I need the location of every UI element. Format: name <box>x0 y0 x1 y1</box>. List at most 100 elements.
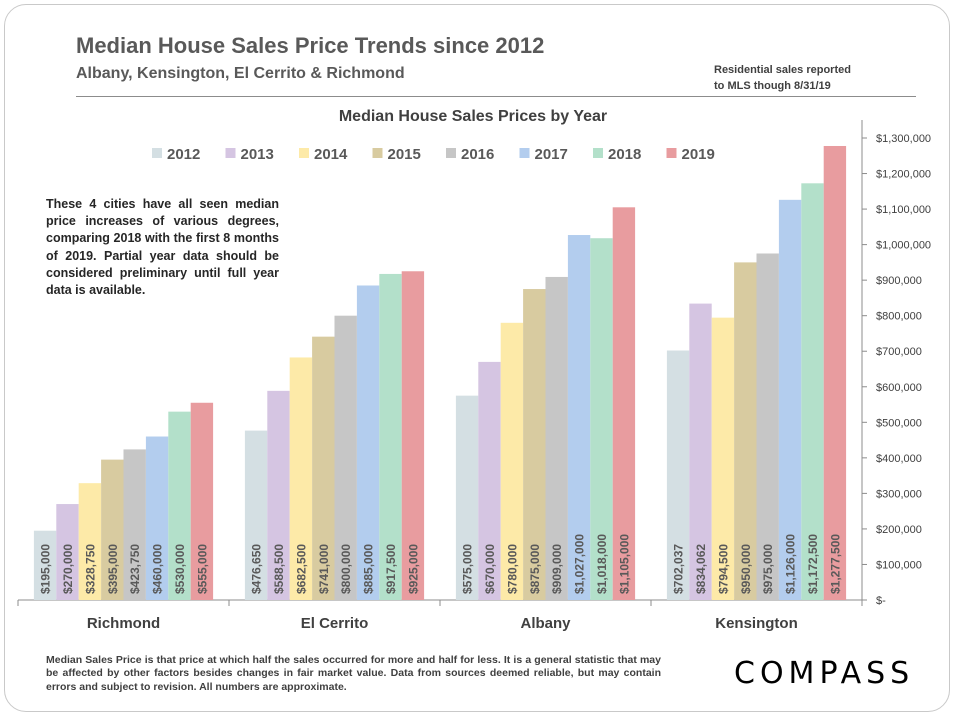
bar-value-label: $670,000 <box>483 544 497 594</box>
bar-el-cerrito-2017 <box>356 285 380 600</box>
bar-richmond-2012 <box>33 530 57 600</box>
y-tick-label: $700,000 <box>876 346 922 358</box>
bar-value-label: $875,000 <box>528 544 542 594</box>
bar-value-label: $702,037 <box>672 544 686 594</box>
y-tick-label: $900,000 <box>876 275 922 287</box>
bar-value-label: $794,500 <box>716 544 730 594</box>
bar-value-label: $834,062 <box>694 544 708 594</box>
legend-swatch-2019 <box>666 148 677 158</box>
data-source-note: Residential sales reported to MLS though… <box>714 62 874 94</box>
bar-kensington-2017 <box>778 199 802 601</box>
bar-value-label: $885,000 <box>362 544 376 594</box>
bar-richmond-2015 <box>101 459 124 600</box>
y-tick-label: $1,100,000 <box>876 204 931 216</box>
y-tick-label: $400,000 <box>876 453 922 465</box>
bar-richmond-2014 <box>78 483 102 600</box>
bar-value-label: $1,018,000 <box>595 534 609 594</box>
legend-swatch-2012 <box>152 148 162 158</box>
bar-el-cerrito-2013 <box>267 390 290 600</box>
bar-value-label: $423,750 <box>128 544 142 594</box>
bar-richmond-2016 <box>123 449 146 600</box>
bar-kensington-2018 <box>801 183 824 601</box>
legend-label-2017: 2017 <box>535 146 568 163</box>
chart-callout-text: These 4 cities have all seen median pric… <box>46 197 279 298</box>
bar-kensington-2014 <box>711 317 735 600</box>
bar-value-label: $909,000 <box>550 544 564 594</box>
bar-el-cerrito-2012 <box>244 430 268 600</box>
bar-value-label: $1,027,000 <box>573 534 587 594</box>
y-tick-label: $500,000 <box>876 417 922 429</box>
bar-value-label: $975,000 <box>761 544 775 594</box>
legend-label-2019: 2019 <box>682 146 715 163</box>
bar-kensington-2012 <box>666 350 690 600</box>
bar-value-label: $917,500 <box>384 544 398 594</box>
bar-value-label: $741,000 <box>317 544 331 594</box>
legend-label-2018: 2018 <box>608 146 641 163</box>
bar-value-label: $1,126,000 <box>784 534 798 594</box>
legend-label-2012: 2012 <box>167 146 200 163</box>
x-category-label: Kensington <box>715 615 798 632</box>
bar-albany-2019 <box>612 207 636 601</box>
bar-value-label: $270,000 <box>61 544 75 594</box>
legend-label-2016: 2016 <box>461 146 494 163</box>
bar-el-cerrito-2019 <box>401 271 425 600</box>
y-tick-label: $300,000 <box>876 488 922 500</box>
page-title: Median House Sales Price Trends since 20… <box>76 33 545 58</box>
bar-el-cerrito-2015 <box>312 336 335 600</box>
legend-swatch-2014 <box>299 148 309 158</box>
bar-value-label: $780,000 <box>505 544 519 594</box>
bar-albany-2013 <box>478 361 501 600</box>
bar-value-label: $460,000 <box>151 544 165 594</box>
bar-richmond-2018 <box>168 411 191 600</box>
legend-swatch-2018 <box>593 148 603 158</box>
bar-value-label: $588,500 <box>272 544 286 594</box>
slide-frame <box>4 4 950 712</box>
bar-kensington-2019 <box>823 145 847 600</box>
page-subtitle: Albany, Kensington, El Cerrito & Richmon… <box>76 65 405 82</box>
bar-el-cerrito-2016 <box>334 315 357 600</box>
bar-value-label: $530,000 <box>173 544 187 594</box>
x-category-label: Richmond <box>87 615 160 632</box>
bar-el-cerrito-2018 <box>379 273 402 600</box>
legend-swatch-2017 <box>519 148 530 158</box>
bar-value-label: $195,000 <box>39 544 53 594</box>
bar-value-label: $950,000 <box>739 544 753 594</box>
bar-richmond-2013 <box>56 504 79 600</box>
bar-value-label: $476,650 <box>250 544 264 594</box>
bar-kensington-2013 <box>689 303 712 600</box>
note-line-2: to MLS though 8/31/19 <box>714 80 831 92</box>
bar-albany-2017 <box>567 235 591 600</box>
y-tick-label: $100,000 <box>876 559 922 571</box>
bar-value-label: $682,500 <box>294 544 308 594</box>
legend-label-2015: 2015 <box>388 146 421 163</box>
bar-value-label: $328,750 <box>83 544 97 594</box>
compass-logo: COMPASS <box>734 656 915 691</box>
bar-el-cerrito-2014 <box>289 357 313 600</box>
bar-albany-2015 <box>523 289 546 600</box>
y-tick-label: $800,000 <box>876 311 922 323</box>
bar-albany-2016 <box>545 276 568 600</box>
bar-kensington-2016 <box>756 253 779 600</box>
x-category-label: El Cerrito <box>301 615 369 632</box>
bar-albany-2014 <box>500 322 524 600</box>
legend-label-2014: 2014 <box>314 146 348 163</box>
y-tick-label: $1,200,000 <box>876 169 931 181</box>
bar-value-label: $1,172,500 <box>806 534 820 594</box>
bar-albany-2012 <box>455 395 479 600</box>
legend-swatch-2015 <box>372 148 383 158</box>
title-divider <box>76 96 916 97</box>
bar-value-label: $395,000 <box>106 544 120 594</box>
bar-richmond-2019 <box>190 402 214 600</box>
bar-value-label: $1,277,500 <box>828 534 842 594</box>
y-tick-label: $1,000,000 <box>876 240 931 252</box>
y-tick-label: $- <box>876 595 886 607</box>
legend-label-2013: 2013 <box>241 146 274 163</box>
legend-swatch-2016 <box>446 148 456 158</box>
note-line-1: Residential sales reported <box>714 64 851 76</box>
y-tick-label: $600,000 <box>876 382 922 394</box>
bar-value-label: $1,105,000 <box>617 534 631 594</box>
y-tick-label: $1,300,000 <box>876 133 931 145</box>
bar-kensington-2015 <box>734 262 757 600</box>
bar-richmond-2017 <box>145 436 169 600</box>
